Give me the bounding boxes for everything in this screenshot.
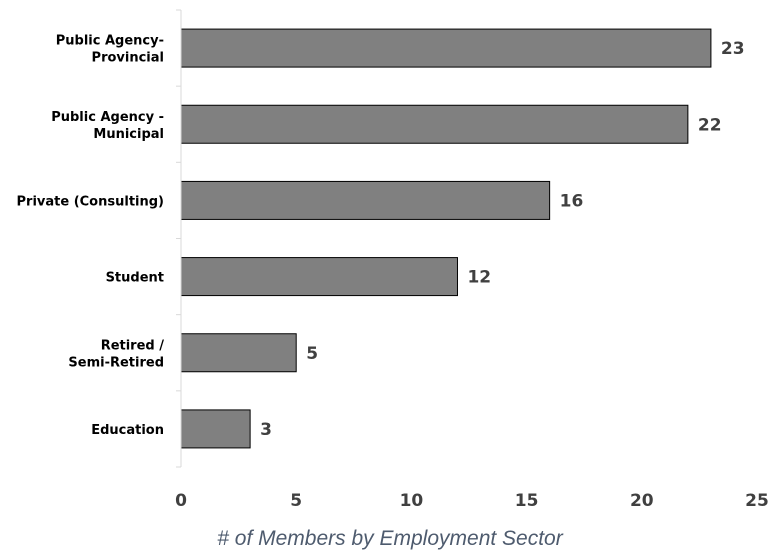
- x-tick-labels: 0 5 10 15 20 25: [175, 491, 769, 511]
- category-label: Public Agency - Municipal: [51, 110, 164, 142]
- category-label-line: Provincial: [92, 51, 164, 66]
- bar: [180, 333, 297, 373]
- x-tick-label: 5: [290, 491, 302, 511]
- bars: [180, 28, 712, 449]
- data-labels: 23 22 16 12 5 3: [260, 39, 744, 440]
- category-label-line: Private (Consulting): [17, 194, 165, 209]
- data-label: 5: [306, 344, 318, 364]
- data-label: 22: [698, 115, 722, 135]
- category-label: Student: [106, 271, 164, 286]
- data-label: 16: [560, 191, 584, 211]
- category-label-line: Public Agency-: [56, 34, 164, 49]
- category-label-line: Semi-Retired: [68, 355, 164, 370]
- bar: [180, 180, 551, 220]
- x-tick-label: 0: [175, 491, 187, 511]
- category-label-line: Public Agency -: [51, 110, 164, 125]
- bar: [180, 28, 712, 68]
- data-label: 23: [721, 39, 745, 59]
- category-label-line: Student: [106, 271, 164, 286]
- data-label: 12: [467, 268, 491, 288]
- category-label: Public Agency- Provincial: [56, 34, 164, 66]
- x-tick-label: 10: [400, 491, 424, 511]
- category-labels: Public Agency- Provincial Public Agency - M…: [17, 34, 165, 438]
- category-label: Retired / Semi-Retired: [68, 338, 164, 370]
- x-axis-label: # of Members by Employment Sector: [217, 527, 563, 550]
- bar: [180, 257, 458, 297]
- axes: [176, 9, 182, 468]
- category-label: Private (Consulting): [17, 194, 165, 209]
- category-label-line: Education: [91, 423, 164, 438]
- x-tick-label: 20: [630, 491, 654, 511]
- x-tick-label: 25: [745, 491, 769, 511]
- bar: [180, 104, 689, 144]
- bar: [180, 409, 251, 449]
- x-tick-label: 15: [515, 491, 539, 511]
- category-label-line: Retired /: [101, 338, 165, 353]
- category-label: Education: [91, 423, 164, 438]
- data-label: 3: [260, 420, 272, 440]
- category-label-line: Municipal: [93, 127, 164, 142]
